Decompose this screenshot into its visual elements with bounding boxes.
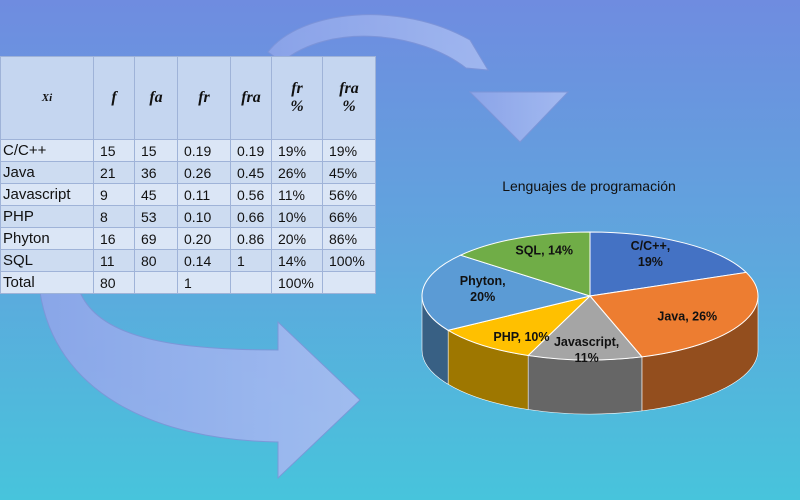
pie-slice-label: C/C++, 19% [631,239,671,269]
table-cell: 0.19 [230,139,272,162]
pie-slice-label: Java, 26% [657,310,717,324]
table-cell: Javascript [0,183,94,206]
table-cell: 45% [322,161,376,184]
table-cell: 100% [322,249,376,272]
table-cell: 45 [134,183,178,206]
table-cell: SQL [0,249,94,272]
column-header: fra % [322,56,376,140]
column-header: fr [177,56,231,140]
table-cell: 0.19 [177,139,231,162]
table-cell: 8 [93,205,135,228]
table-cell: 11% [271,183,323,206]
table-cell: PHP [0,205,94,228]
table-cell: 80 [134,249,178,272]
table-cell: 1 [230,249,272,272]
frequency-table: Xi f fa fr fra fr % fra % C/C++ 15 15 0.… [0,56,376,294]
pie-slice-label: Phyton, 20% [460,274,506,304]
table-cell: 0.20 [177,227,231,250]
table-cell [322,271,376,294]
chart-title: Lenguajes de programación [502,178,676,194]
table-cell: 14% [271,249,323,272]
table-cell: 0.10 [177,205,231,228]
table-row: PHP 8 53 0.10 0.66 10% 66% [0,205,376,228]
table-cell: 86% [322,227,376,250]
table-cell: Java [0,161,94,184]
table-row: C/C++ 15 15 0.19 0.19 19% 19% [0,139,376,162]
pie-slice-label: PHP, 10% [493,330,549,344]
table-cell [230,271,272,294]
pie-slice [421,254,592,331]
column-header: fr % [271,56,323,140]
table-cell: 15 [134,139,178,162]
pie-slice [527,295,643,361]
pie-slice-label: Javascript, 11% [554,335,619,365]
pie-slice [589,231,748,297]
bottom-arrow-icon [39,291,361,480]
table-cell: 0.11 [177,183,231,206]
column-header: f [93,56,135,140]
pie-slice-label: SQL, 14% [515,243,573,257]
top-arrow-icon [267,14,570,143]
table-cell: Total [0,271,94,294]
table-cell: 20% [271,227,323,250]
table-cell [134,271,178,294]
table-cell: 19% [322,139,376,162]
table-cell: 1 [177,271,231,294]
pie-slices: C/C++, 19% Java, 26% Javascript, 11% PHP, 10%… [421,231,759,415]
table-header-row: Xi f fa fr fra fr % fra % [0,56,376,140]
table-cell: 0.66 [230,205,272,228]
pie-slice [446,295,592,357]
table-row: Javascript 9 45 0.11 0.56 11% 56% [0,183,376,206]
table-row: Phyton 16 69 0.20 0.86 20% 86% [0,227,376,250]
table-cell: 0.56 [230,183,272,206]
table-total-row: Total 80 1 100% [0,271,376,294]
table-cell: 15 [93,139,135,162]
pie-slice [459,231,591,297]
table-cell: 0.26 [177,161,231,184]
table-cell: 56% [322,183,376,206]
table-cell: 80 [93,271,135,294]
column-header: fa [134,56,178,140]
table-cell: 9 [93,183,135,206]
pie-slice [589,271,759,358]
